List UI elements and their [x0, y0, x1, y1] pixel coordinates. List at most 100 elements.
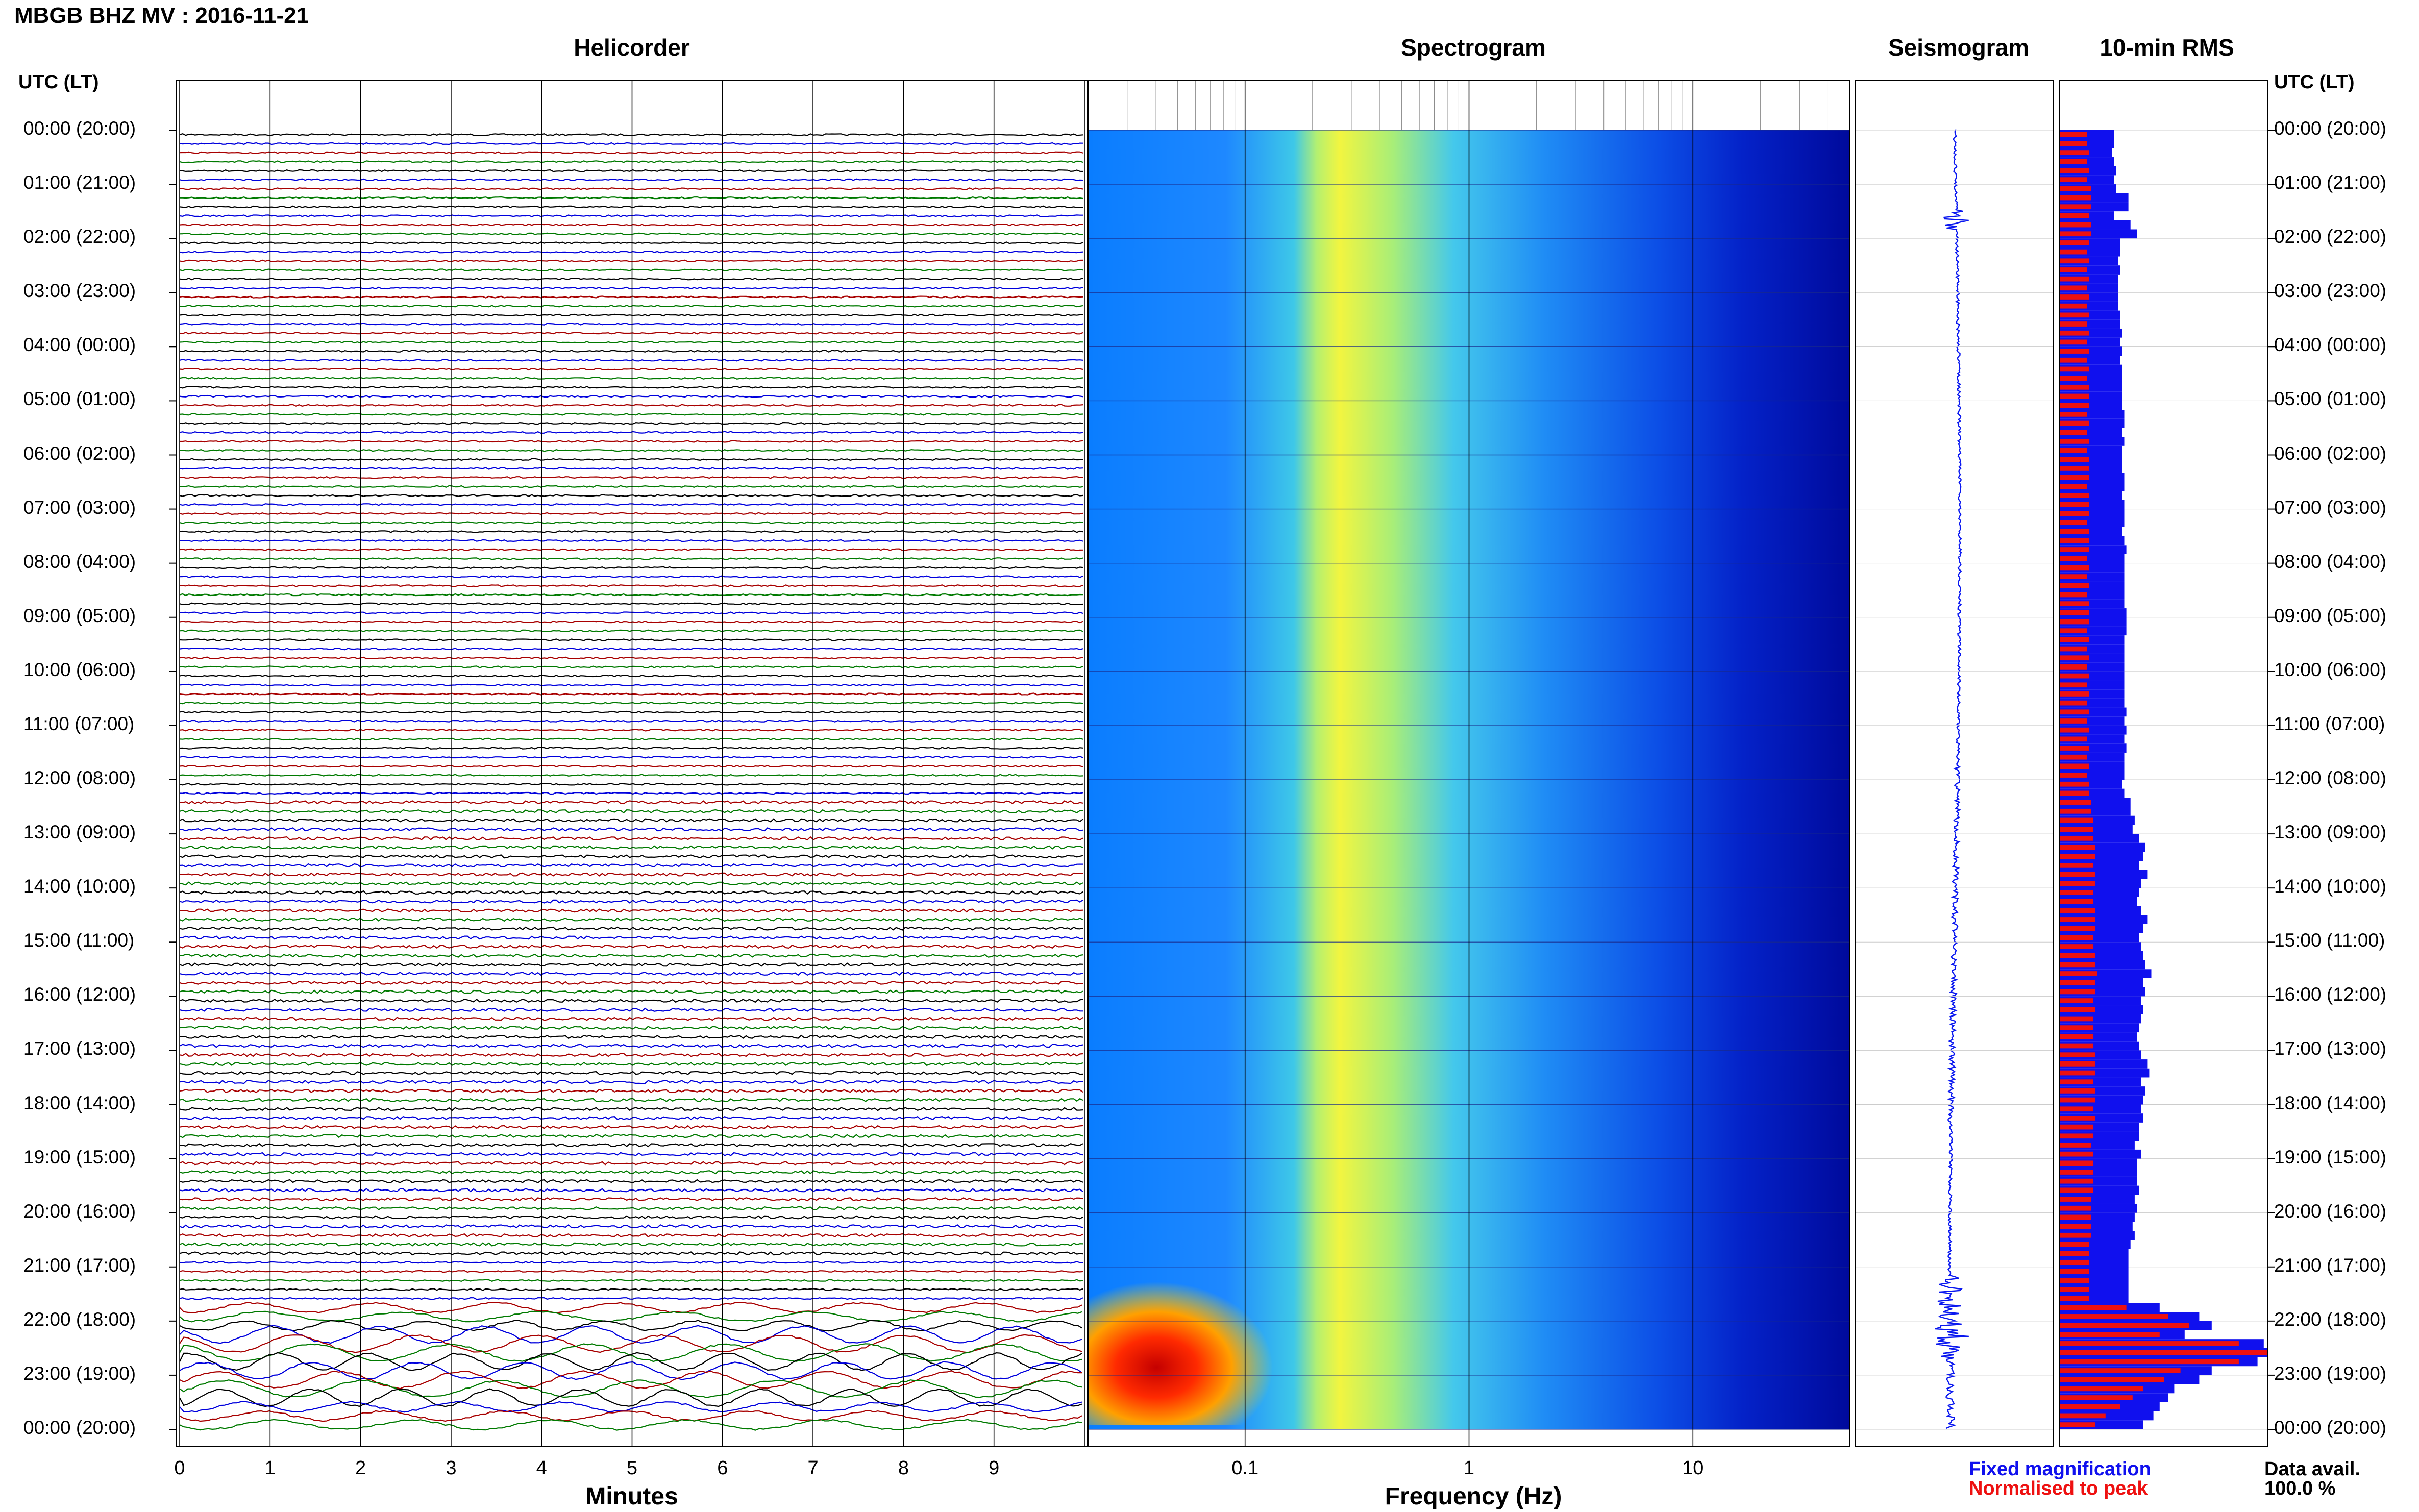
time-label: 19:00 (15:00)	[2274, 1146, 2387, 1168]
panel-frame	[2059, 80, 2268, 1447]
helicorder-trace	[179, 1301, 1082, 1314]
helicorder-trace	[179, 980, 1083, 985]
time-label: 01:00 (21:00)	[2274, 172, 2387, 193]
helicorder-trace	[179, 1044, 1083, 1048]
helicorder-trace	[179, 142, 1083, 145]
time-label: 13:00 (09:00)	[2274, 822, 2387, 843]
rms-bar-normalised	[2060, 240, 2089, 245]
rms-bar-normalised	[2060, 1025, 2093, 1030]
time-label: 17:00 (13:00)	[23, 1038, 136, 1059]
helicorder-trace	[179, 557, 1083, 560]
time-label: 21:00 (17:00)	[23, 1254, 136, 1276]
time-label: 15:00 (11:00)	[23, 930, 135, 951]
helicorder-trace	[179, 1017, 1083, 1021]
helicorder-trace	[179, 1419, 1082, 1431]
time-label: 12:00 (08:00)	[23, 767, 136, 788]
helicorder-trace	[179, 747, 1083, 750]
rms-bar-normalised	[2060, 1305, 2127, 1310]
rms-bar-normalised	[2060, 746, 2089, 751]
rms-bar-normalised	[2060, 989, 2095, 995]
helicorder-trace	[180, 196, 1083, 200]
helicorder-trace	[179, 1379, 1082, 1398]
rms-bar-normalised	[2060, 709, 2089, 715]
rms-bar-normalised	[2060, 475, 2089, 480]
seismogram-trace	[1935, 129, 1969, 1429]
rms-bar-normalised	[2060, 411, 2087, 417]
helicorder-trace	[179, 1361, 1082, 1380]
helicorder-trace	[179, 566, 1083, 569]
rms-bar-normalised	[2060, 1043, 2093, 1049]
helicorder-trace	[179, 250, 1083, 254]
helicorder-trace	[179, 1134, 1083, 1138]
helicorder-trace	[179, 1179, 1083, 1183]
helicorder-trace	[179, 1188, 1083, 1193]
rms-bar-normalised	[2060, 700, 2087, 706]
helicorder-trace	[179, 944, 1083, 949]
minutes-tick-label: 9	[989, 1457, 1000, 1479]
helicorder-trace	[179, 863, 1083, 868]
time-label: 02:00 (22:00)	[23, 226, 136, 247]
helicorder-trace	[179, 656, 1083, 660]
helicorder-trace	[179, 1107, 1083, 1111]
helicorder-trace	[179, 674, 1083, 678]
rms-bar-normalised	[2060, 1259, 2089, 1265]
helicorder-trace	[179, 756, 1083, 759]
helicorder-trace	[179, 359, 1083, 362]
helicorder-trace	[179, 1071, 1083, 1075]
helicorder-trace	[179, 620, 1083, 624]
helicorder-trace	[179, 647, 1083, 651]
helicorder-trace	[179, 539, 1083, 542]
rms-bar-normalised	[2060, 1422, 2095, 1427]
rms-bar-normalised	[2060, 177, 2087, 183]
helicorder-trace	[179, 1325, 1082, 1344]
helicorder-trace	[179, 1279, 1083, 1282]
rms-bar-normalised	[2060, 258, 2089, 264]
helicorder-trace	[179, 602, 1083, 606]
rms-bar-normalised	[2060, 1332, 2160, 1337]
rms-bar-normalised	[2060, 1124, 2093, 1130]
helicorder-trace	[179, 1088, 1083, 1094]
time-label: 02:00 (22:00)	[2274, 226, 2387, 247]
helicorder-trace	[179, 521, 1083, 524]
rms-bar-normalised	[2060, 953, 2095, 958]
helicorder-trace	[179, 1098, 1083, 1102]
time-label: 00:00 (20:00)	[2274, 118, 2387, 139]
rms-bar-normalised	[2060, 808, 2091, 814]
time-label: 14:00 (10:00)	[2274, 876, 2387, 897]
helicorder-trace	[179, 1206, 1083, 1210]
rms-bar-normalised	[2060, 330, 2089, 336]
helicorder-trace	[179, 367, 1083, 371]
helicorder-trace	[179, 458, 1083, 461]
rms-bar-normalised	[2060, 610, 2089, 615]
rms-bar-normalised	[2060, 1205, 2091, 1211]
time-label: 12:00 (08:00)	[2274, 767, 2387, 788]
time-label: 07:00 (03:00)	[23, 497, 136, 518]
utc-label-left: UTC (LT)	[18, 71, 99, 93]
panel-frame	[1088, 80, 1850, 1447]
helicorder-trace	[179, 971, 1083, 976]
helicorder-trace	[179, 774, 1083, 777]
rms-bar-normalised	[2060, 448, 2087, 453]
rms-bar-normalised	[2060, 366, 2089, 372]
rms-bar-normalised	[2060, 511, 2089, 516]
rms-panel	[2060, 130, 2268, 1430]
spectrogram-title: Spectrogram	[1401, 34, 1546, 61]
helicorder-trace	[179, 277, 1083, 281]
time-label: 05:00 (01:00)	[2274, 388, 2387, 410]
helicorder-trace	[179, 1334, 1082, 1353]
helicorder-trace	[179, 205, 1083, 209]
helicorder-trace	[179, 1297, 1083, 1300]
helicorder-trace	[179, 1116, 1083, 1121]
rms-bar-normalised	[2060, 1088, 2095, 1094]
time-label: 07:00 (03:00)	[2274, 497, 2387, 518]
rms-bar-normalised	[2060, 168, 2089, 173]
helicorder-trace	[179, 962, 1083, 967]
rms-bar-normalised	[2060, 349, 2089, 354]
time-label: 14:00 (10:00)	[23, 876, 136, 897]
rms-bar-normalised	[2060, 1404, 2120, 1409]
helicorder-trace	[179, 953, 1083, 958]
rms-bar-normalised	[2060, 592, 2087, 598]
helicorder-trace	[179, 881, 1083, 886]
rms-bar-normalised	[2060, 493, 2089, 498]
rms-bar-normalised	[2060, 1395, 2133, 1400]
